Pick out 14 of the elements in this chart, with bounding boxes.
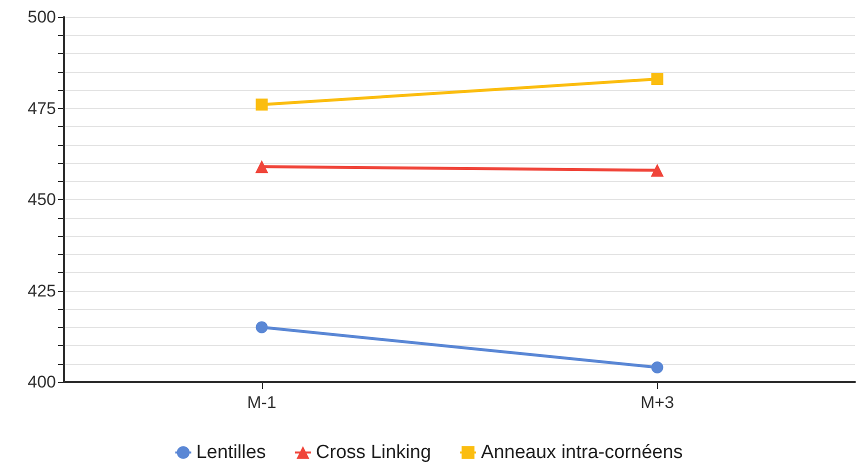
point — [651, 73, 664, 86]
y-tick-label: 400 — [28, 372, 56, 392]
legend-label: Lentilles — [196, 442, 266, 463]
point — [651, 361, 664, 374]
point — [256, 321, 268, 334]
y-tick-label: 425 — [28, 281, 56, 300]
y-tick-label: 450 — [28, 190, 56, 209]
point — [256, 98, 268, 111]
x-tick-label: M+3 — [640, 393, 674, 412]
legend-label: Anneaux intra-cornéens — [481, 442, 683, 463]
y-tick-label: 475 — [28, 98, 56, 118]
legend-label: Cross Linking — [316, 442, 432, 463]
x-tick-label: M-1 — [247, 393, 276, 412]
y-tick-label: 500 — [28, 8, 56, 26]
